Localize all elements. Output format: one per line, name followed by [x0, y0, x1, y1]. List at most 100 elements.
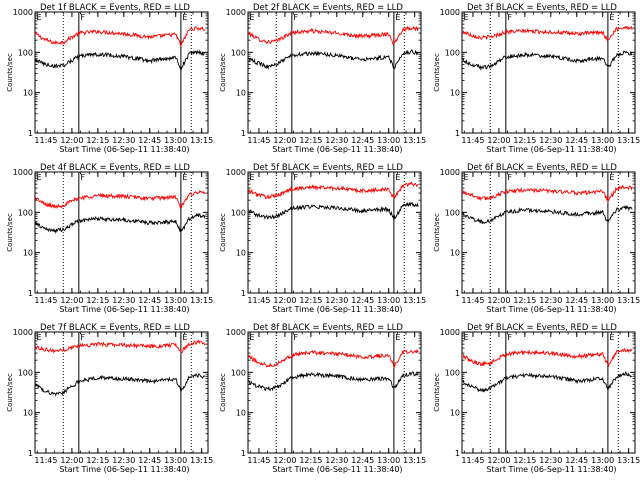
y-tick-label: 100 — [445, 48, 460, 57]
y-tick-label: 100 — [231, 368, 246, 377]
y-tick-label: 1 — [455, 289, 460, 298]
chart-panel-4: Det 4f BLACK = Events, RED = LLD 1 10 100 10… — [6, 163, 213, 314]
x-tick-label: 12:00 — [273, 456, 296, 465]
x-tick-label: 13:00 — [164, 296, 187, 305]
x-tick-label: 12:15 — [86, 296, 109, 305]
x-tick-label: 13:15 — [617, 456, 640, 465]
chart-title: Det 7f BLACK = Events, RED = LLD — [40, 323, 190, 333]
x-tick-label: 11:45 — [461, 456, 484, 465]
series-events-line — [462, 50, 633, 71]
x-axis-label: Start Time (06-Sep-11 11:38:40) — [272, 465, 402, 474]
y-tick-label: 10 — [23, 89, 33, 98]
y-tick-label: 1 — [241, 289, 246, 298]
y-tick-label: 1 — [28, 129, 33, 138]
plot-frame — [247, 11, 422, 134]
marker-label: F — [507, 333, 512, 342]
y-tick-label: 10 — [450, 249, 460, 258]
x-tick-label: 12:15 — [299, 136, 322, 145]
chart-title: Det 6f BLACK = Events, RED = LLD — [467, 163, 617, 173]
marker-label: E — [464, 333, 469, 342]
x-tick-label: 12:15 — [86, 456, 109, 465]
x-tick-label: 12:45 — [565, 456, 588, 465]
y-tick-label: 10 — [450, 89, 460, 98]
x-tick-label: 12:00 — [487, 136, 510, 145]
marker-label: F — [293, 173, 298, 182]
x-tick-label: 12:30 — [325, 136, 348, 145]
marker-label: F — [80, 13, 85, 22]
y-tick-label: 1 — [455, 129, 460, 138]
x-tick-label: 12:45 — [565, 296, 588, 305]
y-axis-label: Counts/sec — [433, 373, 441, 412]
y-tick-label: 1000 — [13, 8, 33, 17]
plot-frame — [461, 11, 636, 134]
marker-label: E — [37, 173, 42, 182]
x-tick-label: 12:45 — [351, 136, 374, 145]
y-axis-label: Counts/sec — [433, 213, 441, 252]
y-tick-label: 1 — [28, 289, 33, 298]
y-tick-label: 100 — [231, 48, 246, 57]
plot-frame — [461, 331, 636, 454]
series-events-line — [462, 371, 633, 393]
marker-label: E — [395, 13, 400, 22]
marker-label: E — [609, 13, 614, 22]
y-tick-label: 1000 — [226, 328, 246, 337]
y-tick-label: 1000 — [13, 168, 33, 177]
x-tick-label: 12:15 — [299, 296, 322, 305]
y-tick-label: 100 — [231, 208, 246, 217]
x-tick-label: 12:30 — [539, 136, 562, 145]
marker-label: E — [464, 173, 469, 182]
series-events-line — [248, 371, 419, 392]
series-events-line — [35, 212, 206, 235]
y-tick-label: 1 — [28, 449, 33, 458]
x-tick-label: 12:30 — [112, 456, 135, 465]
y-tick-label: 1000 — [226, 8, 246, 17]
marker-label: F — [507, 13, 512, 22]
marker-label: E — [395, 333, 400, 342]
y-tick-label: 10 — [450, 409, 460, 418]
plot-frame — [34, 171, 209, 294]
x-axis-label: Start Time (06-Sep-11 11:38:40) — [59, 145, 189, 154]
series-lld-line — [35, 26, 206, 47]
marker-label: F — [507, 173, 512, 182]
x-tick-label: 13:15 — [190, 296, 213, 305]
chart-title: Det 8f BLACK = Events, RED = LLD — [253, 323, 403, 333]
y-tick-label: 1000 — [440, 168, 460, 177]
series-events-line — [35, 49, 206, 71]
x-tick-label: 13:15 — [617, 136, 640, 145]
marker-label: E — [609, 333, 614, 342]
y-tick-label: 1000 — [226, 168, 246, 177]
x-tick-label: 12:45 — [138, 456, 161, 465]
y-axis-label: Counts/sec — [219, 53, 227, 92]
chart-title: Det 2f BLACK = Events, RED = LLD — [253, 3, 403, 13]
x-tick-label: 11:45 — [34, 296, 57, 305]
x-tick-label: 13:00 — [377, 296, 400, 305]
x-tick-label: 12:15 — [513, 456, 536, 465]
marker-label: E — [609, 173, 614, 182]
marker-label: E — [250, 13, 255, 22]
x-tick-label: 13:15 — [617, 296, 640, 305]
marker-label: F — [80, 333, 85, 342]
marker-label: E — [250, 333, 255, 342]
x-tick-label: 11:45 — [34, 456, 57, 465]
y-tick-label: 10 — [236, 409, 246, 418]
y-tick-label: 100 — [445, 208, 460, 217]
chart-title: Det 1f BLACK = Events, RED = LLD — [40, 3, 190, 13]
chart-panel-7: Det 7f BLACK = Events, RED = LLD 1 10 100 10… — [6, 323, 213, 474]
x-tick-label: 12:30 — [325, 456, 348, 465]
y-axis-label: Counts/sec — [219, 373, 227, 412]
y-axis-label: Counts/sec — [6, 373, 14, 412]
y-tick-label: 10 — [236, 89, 246, 98]
marker-label: F — [80, 173, 85, 182]
x-tick-label: 11:45 — [247, 136, 270, 145]
chart-title: Det 5f BLACK = Events, RED = LLD — [253, 163, 403, 173]
x-tick-label: 13:00 — [591, 136, 614, 145]
x-tick-label: 11:45 — [461, 136, 484, 145]
x-tick-label: 12:30 — [325, 296, 348, 305]
x-tick-label: 12:45 — [351, 456, 374, 465]
series-lld-line — [462, 348, 633, 368]
chart-title: Det 3f BLACK = Events, RED = LLD — [467, 3, 617, 13]
marker-label: E — [464, 13, 469, 22]
plot-frame — [247, 331, 422, 454]
y-axis-label: Counts/sec — [6, 213, 14, 252]
